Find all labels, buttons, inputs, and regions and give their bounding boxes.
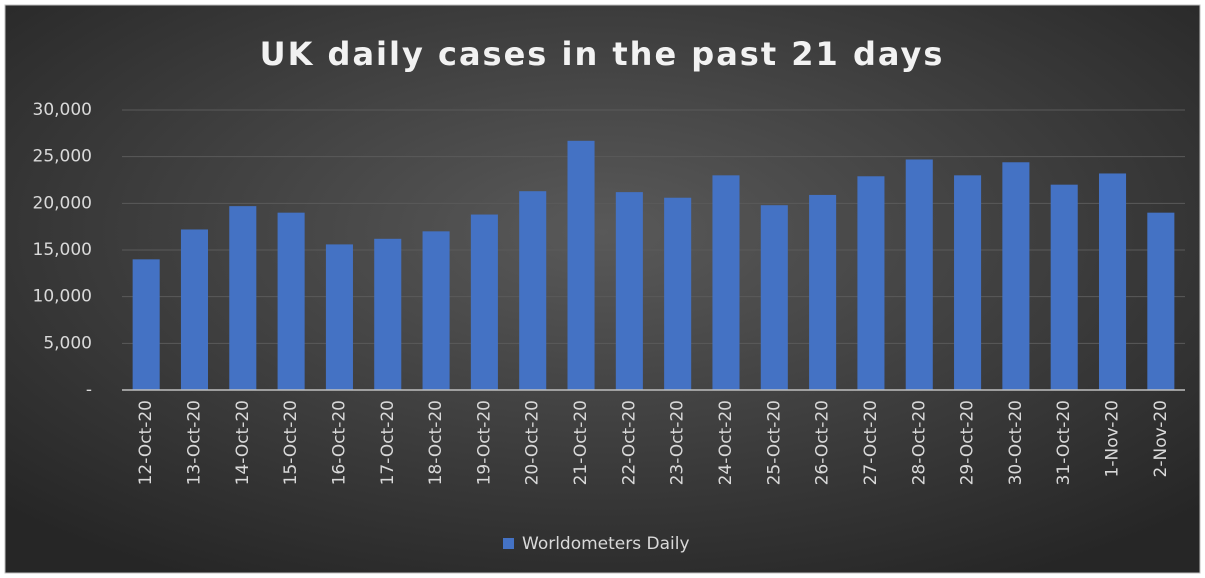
chart-title: UK daily cases in the past 21 days xyxy=(260,35,945,73)
bar xyxy=(470,214,498,390)
bar xyxy=(277,212,305,390)
x-tick-label: 30-Oct-20 xyxy=(1006,400,1026,485)
x-tick-label: 21-Oct-20 xyxy=(571,400,591,485)
bar xyxy=(1050,184,1078,390)
x-tick-label: 1-Nov-20 xyxy=(1103,400,1123,477)
x-tick-label: 18-Oct-20 xyxy=(426,400,446,485)
legend-swatch xyxy=(503,538,514,549)
bar xyxy=(422,231,450,390)
x-tick-label: 22-Oct-20 xyxy=(619,400,639,485)
bar xyxy=(567,140,595,390)
x-tick-label: 13-Oct-20 xyxy=(184,400,204,485)
bar xyxy=(712,175,740,390)
x-tick-label: 28-Oct-20 xyxy=(909,400,929,485)
y-tick-label: 10,000 xyxy=(33,287,92,307)
x-tick-label: 19-Oct-20 xyxy=(474,400,494,485)
x-tick-label: 27-Oct-20 xyxy=(861,400,881,485)
x-tick-label: 12-Oct-20 xyxy=(136,400,156,485)
y-tick-label: 20,000 xyxy=(33,193,92,213)
x-tick-label: 16-Oct-20 xyxy=(329,400,349,485)
bar xyxy=(325,244,353,390)
y-tick-label: 30,000 xyxy=(33,100,92,120)
bar xyxy=(180,229,209,390)
x-tick-label: 20-Oct-20 xyxy=(523,400,543,485)
bar xyxy=(664,197,692,390)
bar xyxy=(229,206,257,390)
bar xyxy=(1002,162,1030,390)
bar xyxy=(809,194,837,390)
bar xyxy=(132,259,160,390)
x-tick-label: 15-Oct-20 xyxy=(281,400,301,485)
bar xyxy=(1098,173,1127,390)
x-tick-label: 26-Oct-20 xyxy=(813,400,833,485)
bar xyxy=(519,191,547,390)
x-tick-label: 24-Oct-20 xyxy=(716,400,736,485)
x-tick-label: 25-Oct-20 xyxy=(764,400,784,485)
bar xyxy=(374,238,402,390)
x-tick-label: 29-Oct-20 xyxy=(958,400,978,485)
x-tick-label: 14-Oct-20 xyxy=(233,400,253,485)
y-tick-label: - xyxy=(86,380,92,400)
bar xyxy=(905,159,933,390)
bar xyxy=(857,176,885,390)
y-tick-label: 25,000 xyxy=(33,147,92,167)
y-tick-label: 15,000 xyxy=(33,240,92,260)
x-tick-label: 23-Oct-20 xyxy=(668,400,688,485)
x-tick-label: 31-Oct-20 xyxy=(1054,400,1074,485)
legend-label: Worldometers Daily xyxy=(522,534,690,554)
bar xyxy=(615,192,643,390)
y-tick-label: 5,000 xyxy=(43,333,92,353)
bar xyxy=(954,175,982,390)
x-tick-label: 2-Nov-20 xyxy=(1151,400,1171,477)
bar xyxy=(1147,212,1175,390)
bar xyxy=(760,205,788,390)
x-tick-label: 17-Oct-20 xyxy=(378,400,398,485)
